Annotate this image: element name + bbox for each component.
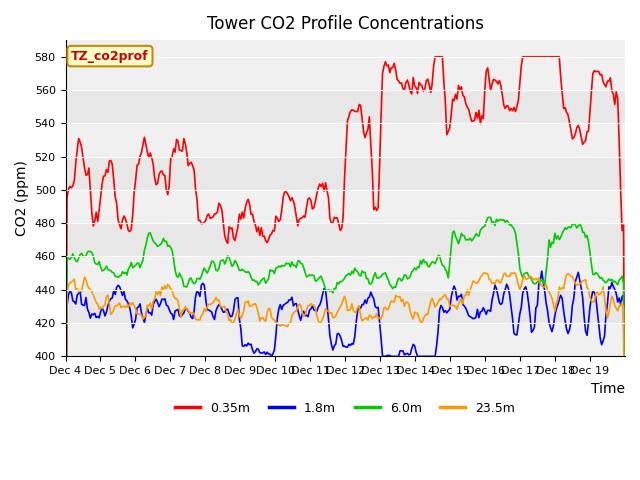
Bar xyxy=(65,90,625,123)
Bar xyxy=(65,156,625,190)
Y-axis label: CO2 (ppm): CO2 (ppm) xyxy=(15,160,29,236)
Text: TZ_co2prof: TZ_co2prof xyxy=(71,49,148,62)
Bar xyxy=(65,290,625,323)
Title: Tower CO2 Profile Concentrations: Tower CO2 Profile Concentrations xyxy=(207,15,484,33)
X-axis label: Time: Time xyxy=(591,382,625,396)
Bar xyxy=(65,223,625,256)
Legend: 0.35m, 1.8m, 6.0m, 23.5m: 0.35m, 1.8m, 6.0m, 23.5m xyxy=(170,396,520,420)
